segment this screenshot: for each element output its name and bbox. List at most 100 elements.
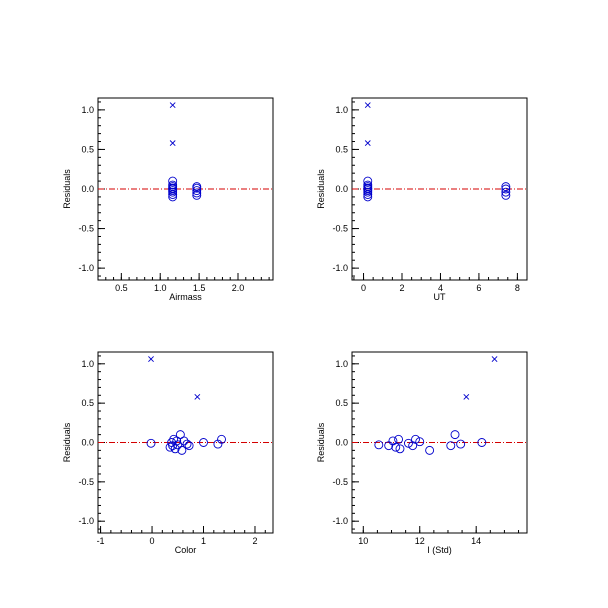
data-point-circle — [217, 434, 226, 444]
x-tick-label: 1.0 — [154, 283, 167, 293]
y-tick-label: -0.5 — [332, 477, 348, 487]
data-point-circle — [501, 184, 511, 194]
y-tick-label: 1.0 — [335, 359, 348, 369]
data-point-circle — [363, 190, 373, 199]
x-tick-label: 6 — [476, 283, 481, 293]
data-point-circle — [501, 190, 511, 200]
x-tick-label: 1 — [201, 536, 206, 546]
y-tick-label: -0.5 — [332, 224, 348, 234]
x-marker-stroke — [194, 393, 201, 400]
y-tick-label: -1.0 — [78, 263, 94, 273]
x-marker-stroke — [491, 356, 498, 363]
x-tick-label: 2.0 — [232, 283, 245, 293]
data-point-x — [169, 102, 176, 109]
data-point-circle — [391, 442, 401, 452]
scatter-panel-3: -1 0 1 2 -1.0 -0.5 0.0 0.5 1.0 Color Residuals — [62, 351, 274, 555]
x-marker-stroke — [364, 140, 371, 147]
y-tick-label: -1.0 — [78, 516, 94, 526]
y-axis-label: Residuals — [316, 422, 326, 462]
y-axis-label: Residuals — [62, 169, 72, 209]
data-point-circle — [179, 436, 189, 446]
x-marker-stroke — [463, 393, 470, 400]
scatter-panel-4: 10 12 14 -1.0 -0.5 0.0 0.5 1.0 I (Std) Residuals — [316, 351, 528, 555]
data-point-circle — [182, 439, 192, 449]
data-point-circle — [425, 445, 435, 455]
x-tick-label: 10 — [358, 536, 368, 546]
data-point-x — [364, 102, 371, 109]
x-tick-label: 2 — [399, 283, 404, 293]
y-tick-label: 0.0 — [335, 438, 348, 448]
data-point-circle — [501, 187, 511, 197]
data-point-circle — [177, 445, 187, 455]
data-point-circle — [450, 430, 460, 440]
y-tick-label: -1.0 — [332, 263, 348, 273]
y-axis-label: Residuals — [62, 422, 72, 462]
x-marker-stroke — [169, 102, 176, 109]
x-axis-label: UT — [434, 292, 446, 302]
y-tick-label: 0.5 — [335, 144, 348, 154]
y-tick-label: 0.5 — [335, 398, 348, 408]
data-point-circle — [388, 436, 398, 446]
x-axis-label: Color — [175, 545, 197, 555]
data-point-circle — [168, 190, 178, 199]
scatter-panel-1: 0.5 1.0 1.5 2.0-1.0-0.50.00.51.0AirmassResi… — [62, 97, 274, 302]
data-point-circle — [146, 438, 156, 448]
x-tick-label: 2 — [252, 536, 257, 546]
data-point-circle — [415, 437, 425, 447]
x-tick-label: 8 — [515, 283, 520, 293]
data-point-circle — [446, 441, 456, 451]
data-point-circle — [411, 434, 420, 444]
data-point-circle — [363, 187, 373, 197]
x-marker-stroke — [364, 102, 371, 109]
data-point-circle — [172, 436, 182, 446]
scatter-panel-2: 0 2 4 6 8 -1.0 -0.5 0.0 0.5 1.0 UT Residuals — [316, 97, 528, 302]
data-point-circle — [192, 183, 202, 193]
data-point-circle — [395, 444, 405, 454]
x-marker-stroke — [169, 140, 176, 147]
data-point-circle — [363, 192, 373, 202]
x-marker-stroke — [148, 356, 154, 363]
data-point-circle — [501, 182, 511, 192]
data-point-circle — [477, 438, 487, 447]
data-point-circle — [199, 438, 208, 447]
y-tick-label: 0.0 — [81, 438, 94, 448]
x-tick-label: 14 — [471, 536, 481, 546]
y-tick-label: 1.0 — [81, 105, 94, 115]
x-axis-label: I (Std) — [427, 545, 452, 555]
data-point-circle — [192, 186, 202, 196]
data-point-circle — [404, 438, 413, 448]
x-tick-label: 12 — [415, 536, 425, 546]
data-point-x — [463, 393, 470, 400]
data-point-circle — [374, 440, 384, 450]
y-tick-label: -0.5 — [78, 477, 94, 487]
data-point-circle — [394, 434, 404, 444]
data-point-x — [148, 356, 154, 363]
y-tick-label: 0.5 — [81, 398, 94, 408]
x-tick-label: 0.5 — [115, 283, 128, 293]
data-point-circle — [168, 192, 178, 202]
y-tick-label: -0.5 — [78, 224, 94, 234]
y-tick-label: 0.0 — [335, 184, 348, 194]
x-tick-label: 0 — [150, 536, 155, 546]
data-point-circle — [408, 441, 418, 451]
x-tick-label: -1 — [97, 536, 105, 546]
data-point-circle — [184, 441, 194, 451]
data-point-circle — [192, 190, 202, 200]
x-tick-label: 0 — [361, 283, 366, 293]
x-tick-label: 4 — [438, 283, 443, 293]
data-point-x — [194, 393, 201, 400]
data-point-circle — [456, 439, 466, 449]
data-point-circle — [168, 187, 178, 197]
y-axis-label: Residuals — [316, 169, 326, 209]
data-point-circle — [192, 188, 202, 198]
x-axis-label: Airmass — [169, 292, 202, 302]
y-tick-label: 1.0 — [335, 105, 348, 115]
x-tick-label: 1.5 — [193, 283, 206, 293]
data-point-x — [491, 356, 498, 363]
y-tick-label: 0.5 — [81, 144, 94, 154]
y-tick-label: 0.0 — [81, 184, 94, 194]
data-point-x — [364, 140, 371, 147]
y-tick-label: -1.0 — [332, 516, 348, 526]
y-tick-label: 1.0 — [81, 359, 94, 369]
